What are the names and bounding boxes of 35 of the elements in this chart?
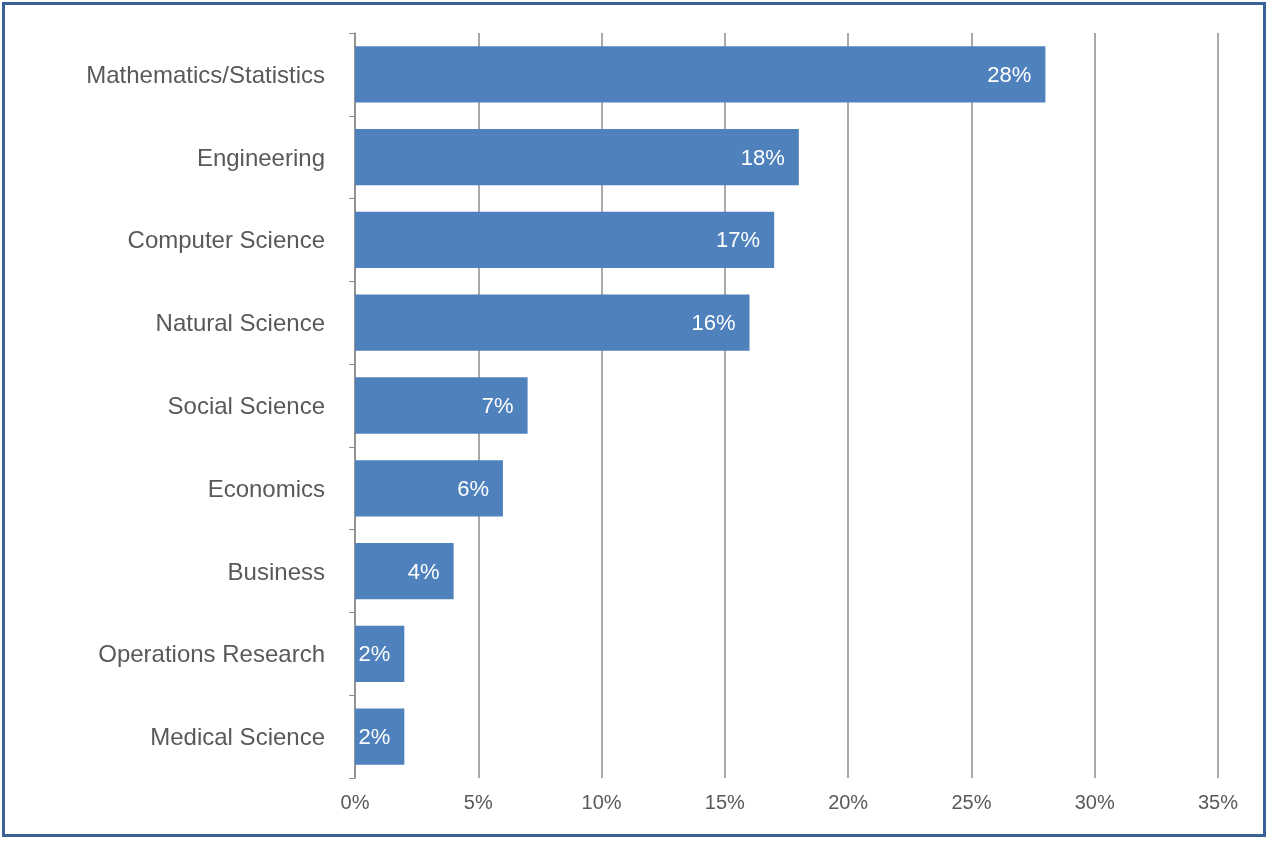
y-tick-label: Economics (207, 474, 325, 502)
bar (355, 542, 454, 600)
x-tick-label: 0% (340, 791, 370, 813)
y-tick-label: Social Science (167, 392, 325, 419)
data-label: 7% (481, 393, 514, 418)
x-tick-label: 10% (581, 791, 622, 813)
y-tick-label: Operations Research (98, 640, 325, 668)
x-tick-label: 25% (951, 791, 992, 813)
bar (355, 129, 799, 186)
data-label: 17% (716, 227, 761, 253)
y-tick-label: Business (227, 557, 325, 585)
x-tick-label: 35% (1197, 791, 1239, 813)
y-tick-label: Engineering (196, 143, 325, 171)
data-label: 2% (358, 641, 391, 667)
data-label: 6% (457, 475, 489, 501)
bar (355, 46, 1046, 103)
bar (355, 625, 405, 682)
y-tick-label: Medical Science (150, 723, 325, 751)
data-label: 4% (407, 558, 440, 584)
data-label: 28% (987, 61, 1032, 87)
bar (355, 294, 750, 351)
data-label: 18% (740, 144, 785, 170)
bar (355, 211, 775, 269)
bar (355, 460, 503, 517)
y-tick-label: Computer Science (127, 226, 325, 254)
bar (355, 377, 528, 434)
x-tick-label: 5% (463, 791, 493, 813)
x-tick-label: 20% (828, 791, 869, 813)
data-label: 2% (358, 724, 391, 750)
x-tick-label: 15% (704, 791, 746, 813)
y-tick-label: Natural Science (155, 309, 325, 337)
data-label: 16% (691, 310, 736, 336)
bar (355, 708, 405, 765)
y-tick-label: Mathematics/Statistics (86, 60, 325, 88)
x-tick-label: 30% (1074, 791, 1115, 813)
